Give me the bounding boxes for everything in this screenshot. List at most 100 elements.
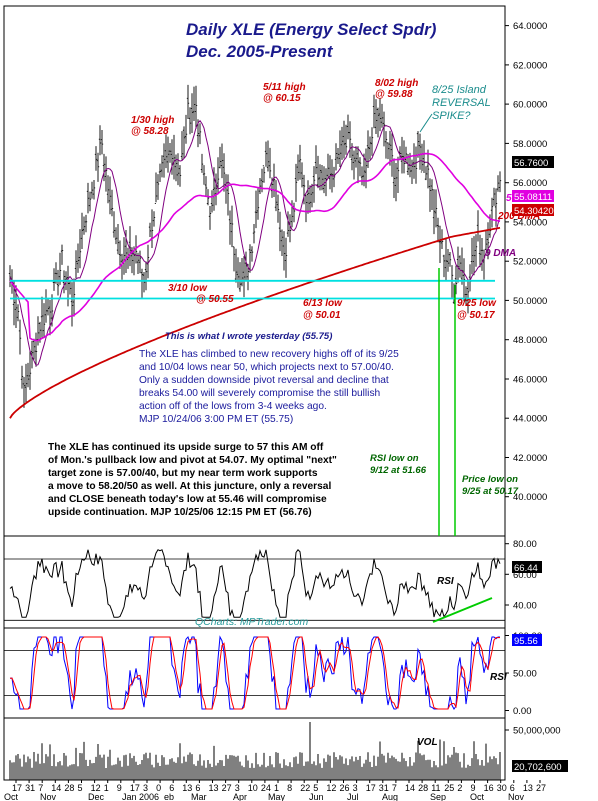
volume-tag-text: 20,702,600 — [514, 762, 562, 773]
price-tick-label: 48.0000 — [513, 335, 547, 346]
x-tick-label: 14 — [405, 783, 415, 793]
annotation-rsi-low-line1: RSI low on — [370, 453, 419, 464]
price-tick-label: 60.0000 — [513, 100, 547, 111]
stoch-label: RSI — [490, 672, 507, 683]
volume-tag: 20,702,600 — [512, 760, 568, 773]
price-panel-frame — [3, 5, 506, 537]
x-tick-label: 22 — [300, 783, 310, 793]
x-tick-label: 10 — [248, 783, 258, 793]
dma50-line — [9, 152, 501, 342]
x-tick-label: 13 — [523, 783, 533, 793]
dma50-tag-text: 55.08111 — [514, 192, 552, 203]
rsi-tag: 66.44 — [512, 561, 542, 574]
price-tick-label: 54.0000 — [513, 217, 547, 228]
rsi-label: RSI — [437, 576, 454, 587]
month-label: Jan 2006 — [122, 792, 159, 801]
x-tick-label: 9 — [117, 783, 122, 793]
annotation-high-511-line2: @ 60.15 — [263, 93, 301, 104]
annotation-low-310: 3/10 low — [168, 283, 208, 294]
x-tick-label: 13 — [182, 783, 192, 793]
blue-note-line: action off of the lows from 3-4 weeks ag… — [139, 401, 327, 412]
rsi-series: 80.00 60.00 40.00 — [4, 539, 537, 623]
rsi-tick-label: 40.00 — [513, 601, 537, 612]
price-tick-label: 64.0000 — [513, 21, 547, 32]
x-tick-label: 24 — [261, 783, 271, 793]
month-label: Oct — [4, 792, 19, 801]
stoch-slow-line — [9, 636, 500, 710]
annotation-high-802-line1: 8/02 high — [375, 78, 418, 89]
x-tick-label: 7 — [38, 783, 43, 793]
x-tick-label: 0 — [156, 783, 161, 793]
price-tick-label: 46.0000 — [513, 375, 547, 386]
x-tick-label: 17 — [130, 783, 140, 793]
annotation-low-925-line1: 9/25 low — [457, 298, 497, 309]
dma9-line — [9, 119, 501, 366]
island-arrow — [419, 113, 433, 133]
x-tick-label: 8 — [287, 783, 292, 793]
x-tick-label: 17 — [366, 783, 376, 793]
x-tick-label: 28 — [418, 783, 428, 793]
chart-subtitle: Dec. 2005-Present — [186, 42, 334, 61]
x-tick-label: 12 — [91, 783, 101, 793]
stoch-tag: 95.56 — [512, 634, 542, 647]
black-note-line: a move to 58.20/50 as well. At this junc… — [48, 481, 331, 492]
month-label: eb — [164, 792, 174, 801]
x-tick-label: 5 — [78, 783, 83, 793]
annotation-island-line2: REVERSAL — [432, 97, 491, 109]
black-note-line: of Mon.'s pullback low and pivot at 54.0… — [48, 455, 337, 466]
x-tick-label: 16 — [484, 783, 494, 793]
month-label: Dec — [88, 792, 105, 801]
month-label: Jun — [309, 792, 324, 801]
stoch-tick-label: 0.00 — [513, 706, 532, 717]
month-label: Nov — [508, 792, 525, 801]
stoch-tick-label: 50.00 — [513, 669, 537, 680]
black-note: The XLE has continued its upside surge t… — [48, 442, 337, 518]
rsi-line — [9, 549, 501, 618]
x-tick-label: 25 — [444, 783, 454, 793]
x-tick-label: 31 — [379, 783, 389, 793]
annotation-dma9: 9 DMA — [485, 248, 516, 259]
blue-note: The XLE has climbed to new recovery high… — [139, 349, 399, 425]
x-tick-label: 7 — [392, 783, 397, 793]
annotation-low-925-line2: @ 50.17 — [457, 310, 495, 321]
x-tick-label: 5 — [313, 783, 318, 793]
blue-note-line: and 10/04 lows near 50, which projects n… — [139, 362, 394, 373]
blue-note-line: breaks 54.00 will severely compromise th… — [139, 388, 380, 399]
rsi-tag-text: 66.44 — [514, 563, 538, 574]
rsi-tick-label: 60.00 — [513, 570, 537, 581]
x-tick-label: 13 — [209, 783, 219, 793]
black-note-line: and CLOSE beneath today's low at 55.46 w… — [48, 494, 327, 505]
rsi-trendline — [432, 597, 493, 623]
x-tick-label: 27 — [222, 783, 232, 793]
volume-label: VOL — [417, 737, 438, 748]
month-label: May — [268, 792, 286, 801]
x-tick-label: 12 — [326, 783, 336, 793]
price-tick-label: 50.0000 — [513, 296, 547, 307]
x-tick-label: 14 — [51, 783, 61, 793]
month-label: Sep — [430, 792, 446, 801]
blue-note-line: The XLE has climbed to new recovery high… — [139, 349, 399, 360]
chart-title: Daily XLE (Energy Select Spdr) — [186, 20, 437, 39]
annotation-low-613-line1: 6/13 low — [303, 298, 343, 309]
price-tick-label: 44.0000 — [513, 414, 547, 425]
indicator-lines — [9, 119, 501, 536]
price-tick-label: 40.0000 — [513, 492, 547, 503]
price-tick-label: 58.0000 — [513, 139, 547, 150]
price-tick-label: 56.0000 — [513, 178, 547, 189]
annotation-low-613-line2: @ 50.01 — [303, 310, 341, 321]
annotation-high-130-line1: 1/30 high — [131, 115, 174, 126]
x-tick-label: 3 — [353, 783, 358, 793]
x-tick-label: 17 — [12, 783, 22, 793]
annotation-wrote-yesterday: This is what I wrote yesterday (55.75) — [165, 331, 332, 342]
annotation-price-low-line2: 9/25 at 50.17 — [462, 486, 519, 497]
annotation-low-310-value: @ 50.55 — [196, 294, 234, 305]
annotation-rsi-low-line2: 9/12 at 51.66 — [370, 465, 427, 476]
volume-bars: 50,000,000 — [9, 722, 561, 780]
dma200-tag: 54.30420 — [512, 204, 554, 217]
annotation-price-low-line1: Price low on — [462, 474, 518, 485]
x-tick-label: 26 — [340, 783, 350, 793]
stoch-tag-text: 95.56 — [514, 636, 538, 647]
black-note-line: upside continuation. MJP 10/25/06 12:15 … — [48, 507, 312, 518]
axes: 64.0000 62.0000 60.0000 58.0000 56.0000 54.00… — [4, 21, 547, 801]
x-tick-label: 2 — [457, 783, 462, 793]
